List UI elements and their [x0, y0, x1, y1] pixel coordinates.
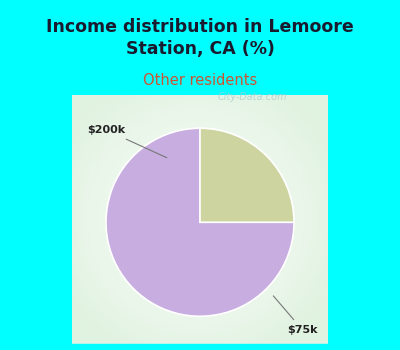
Wedge shape: [200, 128, 294, 222]
Text: Income distribution in Lemoore
Station, CA (%): Income distribution in Lemoore Station, …: [46, 18, 354, 58]
Wedge shape: [106, 128, 294, 316]
Text: City-Data.com: City-Data.com: [217, 92, 287, 103]
Bar: [394, 94, 400, 350]
Bar: [0, 344, 400, 350]
Text: $75k: $75k: [273, 296, 318, 335]
Text: $200k: $200k: [88, 125, 167, 158]
Text: Other residents: Other residents: [143, 73, 257, 88]
Bar: [0, 94, 6, 350]
